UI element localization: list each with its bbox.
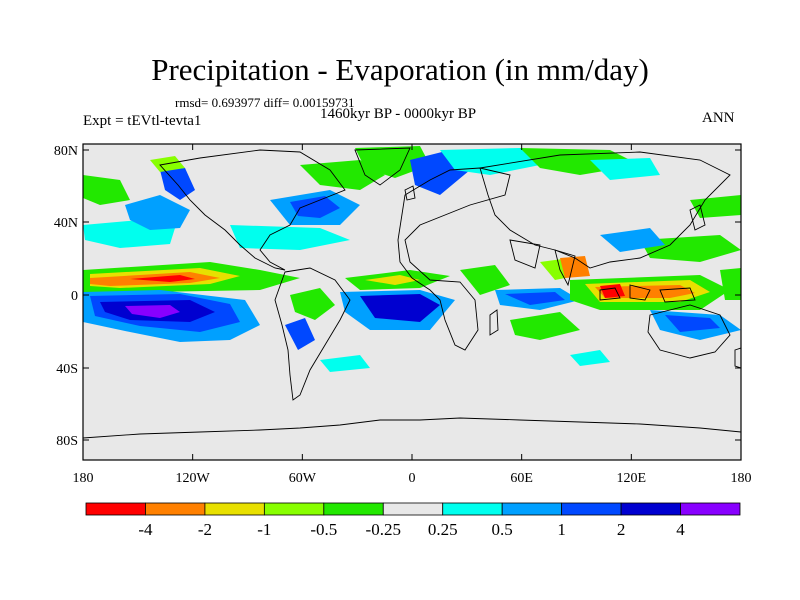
field-patch-dateline-green bbox=[720, 268, 741, 300]
lon-tick-label: 60E bbox=[510, 471, 533, 486]
colorbar: -4 -2 -1 -0.5 -0.25 0.25 0.5 1 2 4 bbox=[85, 502, 741, 539]
colorbar-label: 2 bbox=[617, 520, 626, 539]
lon-tick-label: 120W bbox=[176, 471, 211, 486]
field-patch-bengal-orange bbox=[560, 256, 590, 278]
figure-title: Precipitation - Evaporation (in mm/day) bbox=[151, 52, 649, 87]
colorbar-label: -0.25 bbox=[366, 520, 401, 539]
colorbar-segment bbox=[85, 502, 146, 516]
colorbar-segment bbox=[620, 502, 681, 516]
coast-madagascar bbox=[489, 309, 499, 336]
coast-arabia bbox=[509, 239, 541, 269]
coast-north-america bbox=[159, 149, 346, 271]
colorbar-segment bbox=[442, 502, 503, 516]
colorbar-segment bbox=[145, 502, 206, 516]
colorbar-segment bbox=[263, 502, 325, 516]
field-patch-indian-green bbox=[510, 312, 580, 340]
latitude-axis: 80N 40N 0 40S 80S bbox=[54, 144, 741, 449]
field-patch-atl-itcz-yellow bbox=[365, 275, 420, 285]
colorbar-segment bbox=[323, 502, 384, 516]
lon-tick-label: 180 bbox=[731, 471, 752, 486]
field-patch-pacific-red-band bbox=[130, 275, 195, 282]
lon-tick-label: 60W bbox=[289, 471, 317, 486]
coast-uk bbox=[404, 185, 416, 201]
lat-tick-label: 80N bbox=[54, 144, 78, 159]
field-patch-amazon-green bbox=[290, 288, 335, 320]
colorbar-label: 0.25 bbox=[428, 520, 458, 539]
field-patch-wpac-blue bbox=[600, 228, 665, 252]
field-patch-europe-cyan bbox=[440, 148, 540, 175]
coast-australia bbox=[647, 304, 731, 359]
lon-tick-label: 0 bbox=[409, 471, 416, 486]
colorbar-segment bbox=[680, 502, 741, 516]
field-patch-npac-green bbox=[83, 175, 130, 205]
field-patch-wpac-green bbox=[640, 235, 741, 262]
field-patch-sam-blue bbox=[285, 318, 315, 350]
field-patch-arctic-cyan bbox=[590, 158, 660, 180]
coast-antarctica bbox=[83, 417, 741, 439]
field-patch-spac-navy bbox=[665, 315, 720, 332]
field-patch-natl-cyan bbox=[230, 225, 350, 250]
lon-tick-label: 180 bbox=[73, 471, 94, 486]
colorbar-label: -2 bbox=[198, 520, 212, 539]
field-patch-greenland-green bbox=[355, 146, 430, 178]
field-patch-labrador-green bbox=[300, 160, 385, 190]
longitude-axis: 180 120W 60W 0 60E 120E 180 bbox=[73, 144, 752, 486]
colorbar-segment bbox=[501, 502, 563, 516]
colorbar-label: -4 bbox=[138, 520, 153, 539]
coastlines bbox=[83, 147, 741, 439]
lat-tick-label: 0 bbox=[71, 289, 78, 304]
lat-tick-label: 40S bbox=[56, 362, 78, 377]
colorbar-segment bbox=[204, 502, 265, 516]
season-label: ANN bbox=[702, 110, 735, 126]
field-patch-npac-blue bbox=[125, 195, 190, 230]
field-patch-south-ocean-cyan bbox=[320, 355, 370, 372]
coast-india bbox=[554, 249, 576, 287]
lat-tick-label: 80S bbox=[56, 434, 78, 449]
field-layer bbox=[83, 146, 741, 372]
colorbar-label: 4 bbox=[676, 520, 685, 539]
field-patch-atl-south-navy bbox=[360, 294, 440, 322]
coast-europe-africa bbox=[397, 167, 511, 351]
coast-south-america bbox=[274, 267, 351, 401]
period-label: 1460kyr BP - 0000kyr BP bbox=[320, 106, 477, 122]
coast-japan bbox=[689, 204, 706, 231]
lat-tick-label: 40N bbox=[54, 216, 78, 231]
coast-new-zealand bbox=[734, 347, 741, 369]
lon-tick-label: 120E bbox=[617, 471, 647, 486]
field-patch-natl-navy bbox=[290, 196, 340, 218]
coast-asia bbox=[479, 151, 731, 269]
field-patch-sind-cyan bbox=[570, 350, 610, 366]
colorbar-segment bbox=[382, 502, 444, 516]
colorbar-segment bbox=[561, 502, 622, 516]
stats-label: rmsd= 0.693977 diff= 0.00159731 bbox=[175, 95, 355, 110]
field-patch-pacific-purple bbox=[125, 305, 180, 318]
colorbar-label: 0.5 bbox=[492, 520, 513, 539]
field-patch-indian-navy bbox=[505, 292, 565, 305]
colorbar-label: 1 bbox=[557, 520, 566, 539]
colorbar-label: -0.5 bbox=[310, 520, 337, 539]
field-patch-nwpac-green bbox=[690, 195, 741, 218]
coast-maritime-islands bbox=[599, 284, 696, 303]
colorbar-label: -1 bbox=[257, 520, 271, 539]
field-patch-africa-green bbox=[460, 265, 510, 295]
experiment-label: Expt = tEVtl-tevta1 bbox=[83, 113, 202, 129]
coast-greenland bbox=[354, 147, 411, 186]
